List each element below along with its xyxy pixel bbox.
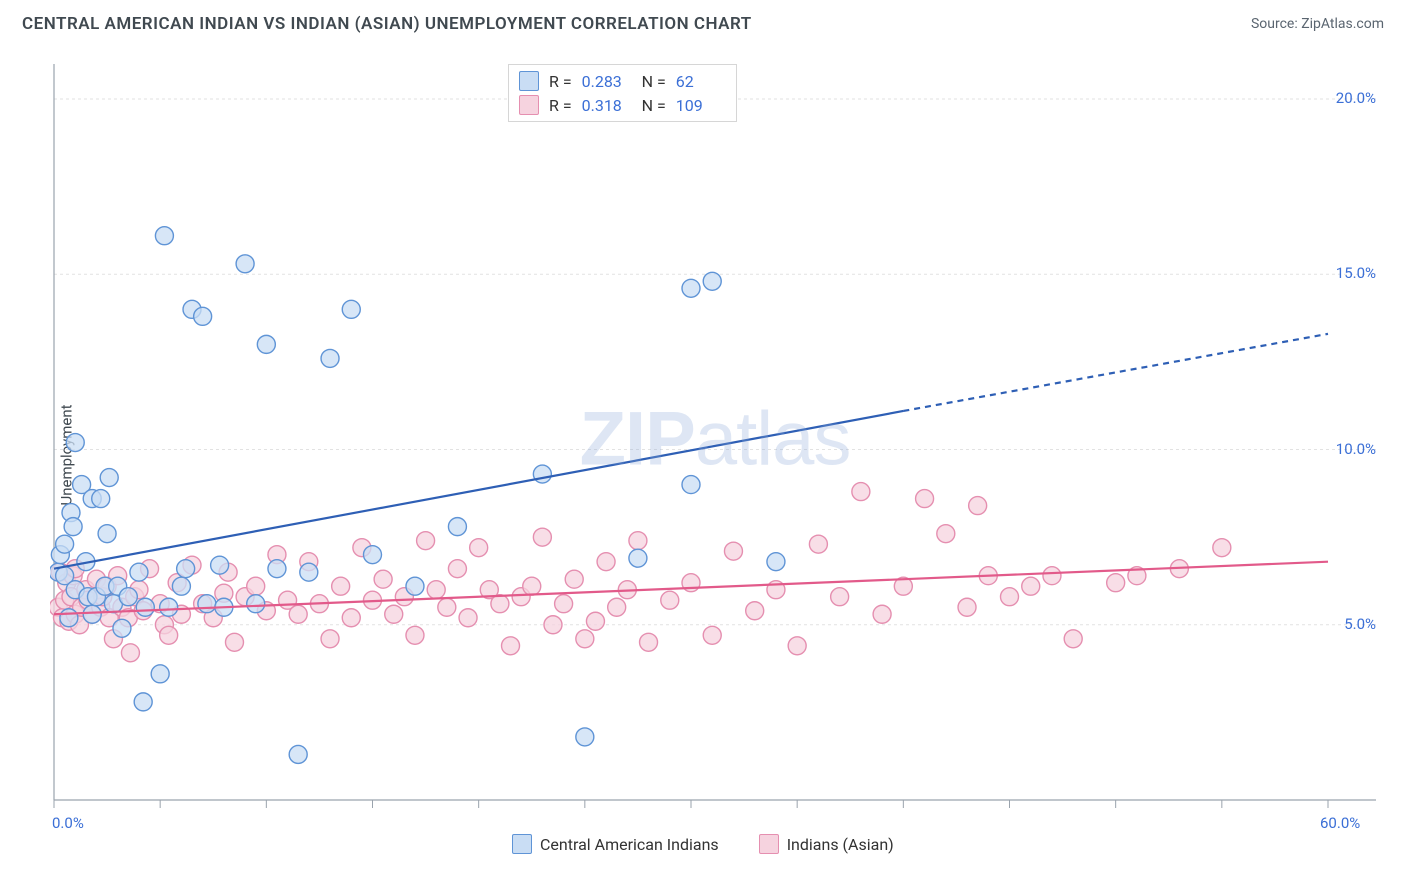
y-tick-label: 15.0% [1336,264,1376,282]
x-tick-label: 60.0% [1320,814,1360,832]
legend-row-ind: R = 0.318 N = 109 [519,93,726,117]
chart-title: CENTRAL AMERICAN INDIAN VS INDIAN (ASIAN… [22,14,752,34]
legend-item-cai: Central American Indians [512,834,719,854]
series-legend: Central American Indians Indians (Asian) [512,834,894,854]
source-link[interactable]: ZipAtlas.com [1301,16,1384,32]
source-attribution: Source: ZipAtlas.com [1251,16,1384,32]
swatch-cai [519,71,539,91]
correlation-legend: R = 0.283 N = 62 R = 0.318 N = 109 [508,64,737,122]
r-value-cai: 0.283 [582,72,632,91]
legend-label-ind: Indians (Asian) [787,835,894,854]
legend-row-cai: R = 0.283 N = 62 [519,69,726,93]
chart-area: Unemployment ZIPatlas R = 0.283 N = 62 R… [50,60,1380,850]
n-label: N = [642,72,666,91]
r-label: R = [549,72,572,91]
legend-item-ind: Indians (Asian) [759,834,894,854]
source-prefix: Source: [1251,16,1301,32]
y-tick-label: 20.0% [1336,89,1376,107]
legend-label-cai: Central American Indians [540,835,719,854]
x-tick-label: 0.0% [52,814,84,832]
n-value-ind: 109 [676,96,726,115]
n-value-cai: 62 [676,72,726,91]
swatch-cai-icon [512,834,532,854]
swatch-ind [519,95,539,115]
scatter-plot [50,60,1380,850]
n-label: N = [642,96,666,115]
swatch-ind-icon [759,834,779,854]
r-value-ind: 0.318 [582,96,632,115]
r-label: R = [549,96,572,115]
y-tick-label: 5.0% [1344,615,1376,633]
y-tick-label: 10.0% [1336,440,1376,458]
